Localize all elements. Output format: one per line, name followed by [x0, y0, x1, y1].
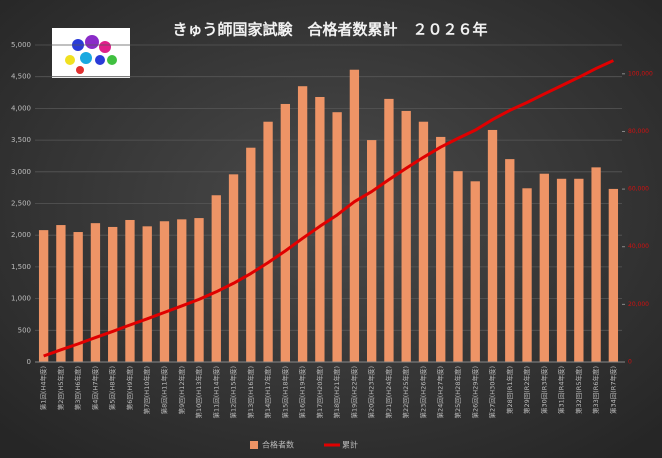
y-tick-label: 1,500 [11, 263, 31, 271]
bar [418, 121, 429, 363]
bar [505, 159, 515, 362]
x-tick-label: 第4回(H7年度) [90, 366, 99, 410]
x-tick-label: 第15回(H18年度) [280, 366, 289, 419]
x-tick-label: 第14回(H17年度) [263, 366, 272, 419]
x-tick-label: 第18回(H21年度) [332, 366, 341, 419]
line [43, 59, 614, 358]
x-tick-label: 第30回(R3年度) [539, 366, 548, 414]
x-tick-label: 第5回(H8年度) [108, 366, 117, 410]
x-tick-label: 第31回(R4年度) [557, 366, 566, 414]
x-tick-label: 第3回(H6年度) [73, 366, 82, 410]
bar [539, 173, 549, 362]
bar [246, 147, 256, 362]
x-tick-label: 第8回(H11年度) [159, 366, 168, 414]
bar [108, 226, 118, 362]
bar [349, 69, 360, 362]
bar [401, 110, 411, 362]
y2-tick-label: 60,000 [628, 186, 649, 193]
y-tick-label: 500 [18, 326, 31, 334]
x-tick-label: 第17回(H20年度) [315, 366, 324, 419]
legend-label: 合格者数 [262, 440, 294, 450]
bar [263, 121, 273, 363]
bar [384, 98, 394, 362]
x-tick-label: 第13回(H16年度) [246, 366, 255, 419]
y-tick-label: 1,000 [11, 295, 31, 303]
bar [453, 171, 463, 362]
bar [159, 221, 170, 362]
bar [436, 136, 446, 362]
x-tick-label: 第22回(H25年度) [401, 366, 410, 419]
x-tick-label: 第20回(H23年度) [367, 366, 376, 419]
y-tick-label: 5,000 [11, 41, 31, 49]
y2-tick-label: 0 [628, 359, 632, 366]
bar [332, 112, 342, 362]
y-tick-label: 4,500 [11, 73, 31, 81]
x-tick-label: 第28回(R1年度) [505, 366, 514, 414]
bar [591, 167, 601, 362]
x-tick-label: 第23回(H26年度) [418, 366, 427, 419]
x-tick-label: 第12回(H15年度) [229, 366, 238, 419]
chart-title: きゅう師国家試験 合格者数累計 ２０２６年 [172, 21, 487, 39]
x-tick-label: 第29回(R2年度) [522, 366, 531, 414]
x-tick-label: 第32回(R5年度) [574, 366, 583, 414]
x-tick-label: 第27回(H30年度) [488, 366, 497, 419]
x-tick-label: 第21回(H24年度) [384, 366, 393, 419]
bar [125, 219, 135, 362]
legend-swatch [250, 441, 258, 449]
x-tick-label: 第6回(H9年度) [125, 366, 134, 410]
legend-label: 累計 [342, 440, 358, 450]
bar [297, 86, 308, 363]
bar [194, 218, 204, 362]
y-tick-label: 3,500 [11, 136, 31, 144]
x-tick-label: 第25回(H28年度) [453, 366, 462, 419]
y-tick-label: 0 [27, 358, 31, 366]
x-tick-label: 第1回(H4年度) [39, 366, 48, 410]
bar [90, 223, 101, 362]
bar [177, 219, 187, 362]
x-tick-label: 第33回(R6年度) [591, 366, 600, 414]
bar [574, 178, 584, 362]
x-tick-label: 第26回(H29年度) [470, 366, 479, 419]
x-tick-label: 第7回(H10年度) [142, 366, 151, 414]
bar [56, 225, 66, 362]
y2-tick-label: 100,000 [628, 70, 653, 77]
bar [38, 230, 49, 362]
bar [142, 226, 152, 362]
y-tick-label: 2,000 [11, 231, 31, 239]
x-tick-label: 第19回(H22年度) [349, 366, 358, 419]
bar [280, 103, 290, 362]
y2-tick-label: 20,000 [628, 301, 649, 308]
bar [315, 96, 325, 362]
y-tick-label: 3,000 [11, 168, 31, 176]
y-tick-label: 2,500 [11, 200, 31, 208]
y-tick-label: 4,000 [11, 104, 31, 112]
x-tick-label: 第2回(H5年度) [56, 366, 65, 410]
bar [211, 195, 221, 362]
y2-tick-label: 80,000 [628, 128, 649, 135]
bar [73, 232, 83, 362]
bar [608, 188, 619, 362]
bar [228, 174, 239, 362]
x-tick-label: 第9回(H12年度) [177, 366, 186, 414]
x-tick-label: 第10回(H13年度) [194, 366, 203, 419]
bar [487, 129, 498, 362]
x-tick-label: 第11回(H14年度) [211, 366, 220, 419]
bar [556, 178, 567, 362]
bar [470, 181, 480, 362]
x-tick-label: 第34回(R7年度) [608, 366, 617, 414]
x-tick-label: 第16回(H19年度) [298, 366, 307, 419]
y2-tick-label: 40,000 [628, 243, 649, 250]
bar [522, 188, 532, 362]
bar [367, 140, 377, 362]
logo [52, 28, 130, 78]
x-tick-label: 第24回(H27年度) [436, 366, 445, 419]
